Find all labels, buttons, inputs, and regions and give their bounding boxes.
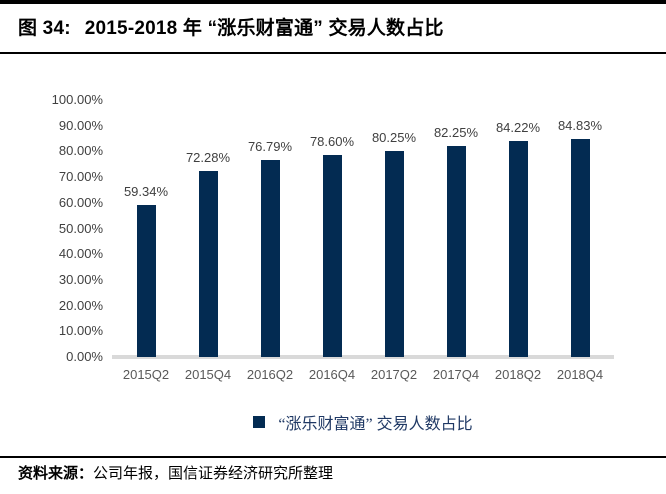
bar	[198, 171, 218, 357]
x-tick-label: 2018Q4	[556, 367, 604, 382]
bar	[508, 140, 528, 357]
y-tick-label: 30.00%	[58, 271, 103, 287]
y-axis: 0.00% 10.00% 20.00% 30.00% 40.00% 50.00% 60.00…	[0, 92, 103, 364]
y-tick-label: 0.00%	[66, 349, 103, 364]
x-tick-label: 2016Q2	[246, 367, 294, 382]
y-tick-label: 10.00%	[58, 323, 103, 339]
bar-value-label: 59.34%	[123, 183, 169, 199]
bar-value-label: 78.60%	[309, 134, 355, 149]
bar	[322, 155, 342, 357]
y-tick-label: 70.00%	[58, 169, 103, 185]
legend-swatch-icon	[253, 416, 266, 428]
x-tick-label: 2017Q2	[370, 367, 418, 382]
y-tick-label: 40.00%	[58, 246, 103, 262]
figure-title: 图 34: 2015-2018 年 “涨乐财富通” 交易人数占比	[18, 13, 648, 40]
bar	[446, 145, 466, 357]
bar-value-label: 82.25%	[433, 124, 479, 140]
source-text: 公司年报，国信证券经济研究所整理	[93, 466, 334, 482]
x-axis-baseline	[112, 355, 614, 359]
footer-divider	[0, 456, 666, 458]
bar	[570, 139, 590, 357]
bar-value-label: 80.25%	[371, 129, 417, 145]
y-tick-label: 100.00%	[51, 92, 103, 107]
bar-value-label: 84.83%	[557, 118, 603, 133]
bar-value-label: 76.79%	[247, 138, 293, 154]
bar-value-label: 72.28%	[185, 150, 231, 166]
legend: “涨乐财富通” 交易人数占比	[115, 411, 611, 433]
source-label: 资料来源：	[18, 466, 94, 482]
top-rule	[0, 0, 666, 4]
figure-number: 图 34:	[18, 18, 71, 39]
x-tick-label: 2016Q4	[308, 367, 356, 382]
x-tick-label: 2017Q4	[432, 367, 480, 382]
y-tick-label: 20.00%	[58, 297, 103, 313]
title-divider	[0, 52, 666, 54]
x-tick-label: 2018Q2	[494, 367, 542, 382]
figure-title-text: 2015-2018 年 “涨乐财富通” 交易人数占比	[84, 18, 444, 39]
bar	[260, 159, 280, 357]
y-tick-label: 60.00%	[58, 194, 103, 210]
x-tick-label: 2015Q2	[122, 367, 170, 382]
x-tick-label: 2015Q4	[184, 367, 232, 382]
y-tick-label: 80.00%	[58, 143, 103, 159]
source-note: 资料来源：公司年报，国信证券经济研究所整理	[18, 462, 648, 483]
y-tick-label: 50.00%	[58, 220, 103, 236]
y-tick-label: 90.00%	[58, 117, 103, 133]
bar	[136, 204, 156, 357]
bar	[384, 150, 404, 357]
plot-area: 59.34% 2015Q2 72.28% 2015Q4 76.79% 2016Q2 78.6…	[112, 100, 614, 382]
legend-label: “涨乐财富通” 交易人数占比	[278, 416, 473, 433]
bar-value-label: 84.22%	[495, 119, 541, 135]
